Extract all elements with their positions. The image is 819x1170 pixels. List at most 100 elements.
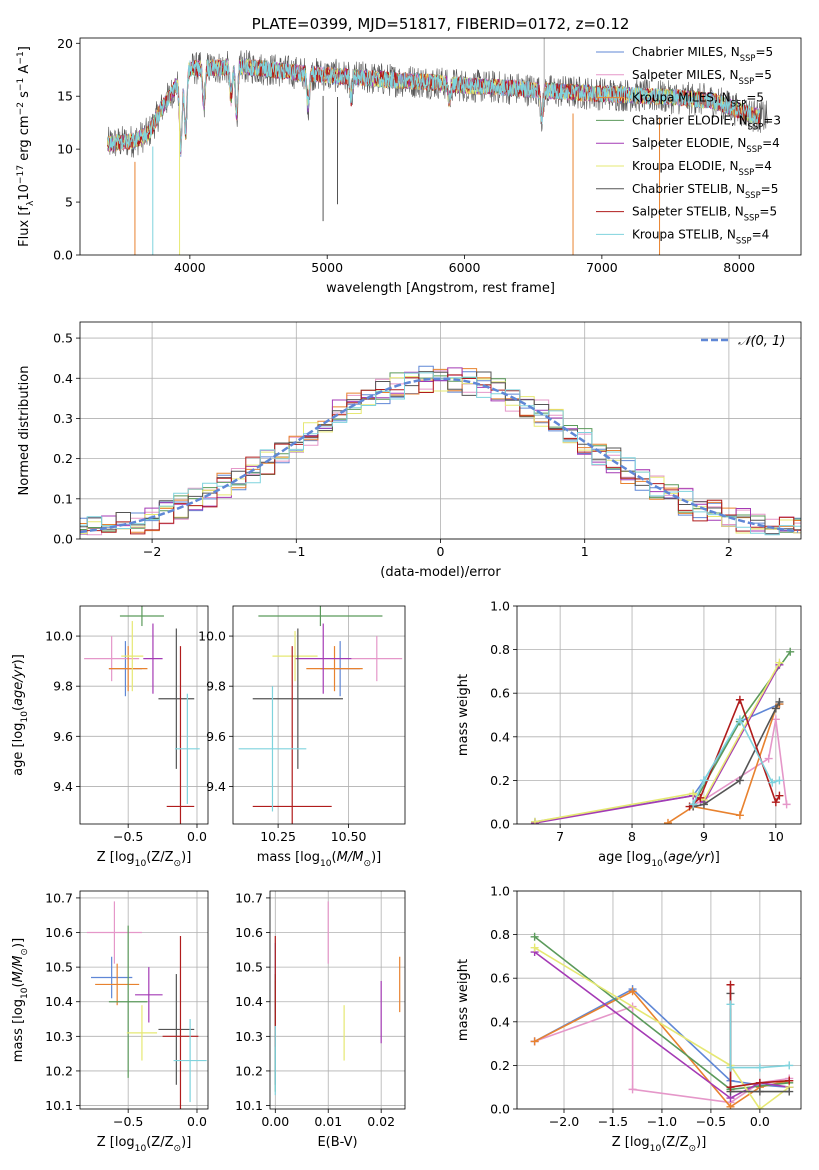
data-point-marker [699, 800, 708, 809]
data-point-marker [726, 1063, 735, 1072]
x-tick-label: 9 [700, 829, 708, 844]
panel-age-vs-mass: 10.25 10.50 9.4 9.6 9.8 10.0 mass [log10(M/M⊙)… [198, 605, 406, 869]
x-tick-label: 6000 [449, 260, 481, 275]
plot-area [530, 647, 795, 824]
errorbar-point [252, 628, 343, 769]
y-tick-label: 10.1 [235, 1098, 263, 1113]
x-tick-label: 8 [628, 829, 636, 844]
errorbar-point [174, 693, 200, 804]
errorbar-point [295, 623, 352, 694]
data-point-marker [775, 791, 784, 800]
data-point-marker [755, 1087, 764, 1096]
legend-label: Chabrier ELODIE, NSSP=3 [632, 113, 781, 131]
x-tick-label: 0.0 [750, 1114, 770, 1129]
data-point-marker [764, 754, 773, 763]
legend: 𝒩(0, 1) [701, 334, 785, 349]
legend-label: Chabrier MILES, NSSP=5 [632, 45, 773, 63]
gridlines [517, 890, 801, 1110]
legend-label: Kroupa MILES, NSSP=5 [632, 91, 764, 109]
y-tick-label: 0.0 [53, 248, 73, 263]
y-tick-label: 10.7 [235, 890, 263, 905]
axes-frame [232, 605, 406, 825]
x-axis-label: age [log10(age/yr)] [598, 850, 720, 869]
errorbar-point [238, 686, 307, 812]
y-tick-label: 10 [57, 142, 73, 157]
plot-area [238, 606, 403, 824]
histogram-series [80, 374, 801, 535]
y-tick-label: 10.6 [235, 925, 263, 940]
y-tick-label: 9.6 [53, 729, 73, 744]
x-tick-label: 4000 [174, 260, 206, 275]
y-tick-label: 9.6 [206, 729, 226, 744]
y-axis-label: Flux [fλ10−17 erg cm−2 s−1 A−1] [16, 46, 36, 247]
data-point-marker [726, 1083, 735, 1092]
errorbar-point [162, 935, 199, 1109]
errorbar-point [143, 623, 163, 694]
plot-area [274, 901, 401, 1096]
y-tick-label: 0.0 [490, 817, 510, 832]
x-tick-label: 0.0 [187, 829, 207, 844]
data-point-marker [775, 697, 784, 706]
errorbar-point [158, 974, 195, 1085]
y-tick-label: 1.0 [490, 599, 510, 614]
errorbar-point [173, 1019, 207, 1103]
x-tick-label: 10.50 [331, 829, 367, 844]
x-tick-label: 2 [725, 544, 733, 559]
axes-frame [516, 605, 802, 825]
y-tick-label: 10.4 [45, 994, 73, 1009]
errorbar-point [126, 1005, 158, 1061]
y-axis-label: Normed distribution [17, 366, 32, 496]
y-tick-label: 9.8 [53, 679, 73, 694]
data-point-marker [689, 789, 698, 798]
y-tick-label: 10.4 [235, 994, 263, 1009]
legend-label: 𝒩(0, 1) [738, 334, 785, 349]
data-point-marker [726, 980, 735, 989]
y-tick-label: 0.6 [490, 971, 510, 986]
data-point-marker [663, 818, 672, 824]
x-tick-label: 0.01 [314, 1114, 342, 1129]
x-tick-label: 7000 [586, 260, 618, 275]
x-tick-label: 0.02 [367, 1114, 395, 1129]
x-tick-label: −0.5 [113, 1114, 143, 1129]
x-axis-label: wavelength [Angstrom, rest frame] [326, 281, 555, 296]
y-tick-label: 0.4 [490, 1014, 510, 1029]
legend-label: Salpeter STELIB, NSSP=5 [632, 205, 777, 223]
legend-label: Salpeter MILES, NSSP=5 [632, 68, 772, 86]
data-point-marker [735, 695, 744, 704]
y-tick-label: 10.3 [235, 1029, 263, 1044]
errorbar-point [166, 646, 195, 824]
y-tick-label: 0.8 [490, 642, 510, 657]
y-tick-label: 10.0 [198, 629, 226, 644]
panel-mass-vs-z: −0.5 0.0 10.1 10.2 10.3 10.4 10.5 10.6 10.7 Z [lo… [11, 890, 209, 1154]
errorbar-point [84, 636, 140, 682]
x-tick-label: 0 [437, 544, 445, 559]
errorbar-point [108, 646, 148, 692]
plot-area [86, 901, 207, 1109]
y-tick-label: 1.0 [490, 884, 510, 899]
axes-frame [79, 890, 209, 1110]
y-tick-label: 0.2 [53, 451, 73, 466]
x-axis-label: Z [log10(Z/Z⊙)] [97, 1135, 192, 1154]
data-point-marker [689, 800, 698, 809]
series-line [534, 951, 790, 1100]
data-point-marker [775, 776, 784, 785]
x-tick-label: 10.25 [260, 829, 296, 844]
axes-frame [79, 37, 802, 256]
data-point-marker [771, 704, 780, 713]
data-point-marker [726, 1000, 735, 1009]
series-line [729, 1004, 790, 1069]
y-tick-label: 9.8 [206, 679, 226, 694]
panel-age-vs-z: −0.5 0.0 9.4 9.6 9.8 10.0 Z [log10(Z/Z⊙)] age [… [11, 605, 209, 869]
x-tick-label: −1 [287, 544, 305, 559]
x-tick-label: 0.0 [187, 1114, 207, 1129]
panel-spectrum: 4000 5000 6000 7000 8000 0.0 5 10 15 20 wavelength… [16, 15, 802, 296]
x-tick-label: 10 [768, 829, 784, 844]
data-point-marker [699, 776, 708, 785]
x-tick-label: 1 [581, 544, 589, 559]
data-point-marker [735, 811, 744, 820]
y-tick-label: 10.7 [45, 890, 73, 905]
errorbar-point [119, 606, 164, 627]
panel-massweight-vs-z: −2.0 −1.5 −1.0 −0.5 0.0 0.0 0.2 0.4 0.6 0.8 1.0 Z [… [456, 884, 802, 1154]
y-tick-label: 0.1 [53, 491, 73, 506]
